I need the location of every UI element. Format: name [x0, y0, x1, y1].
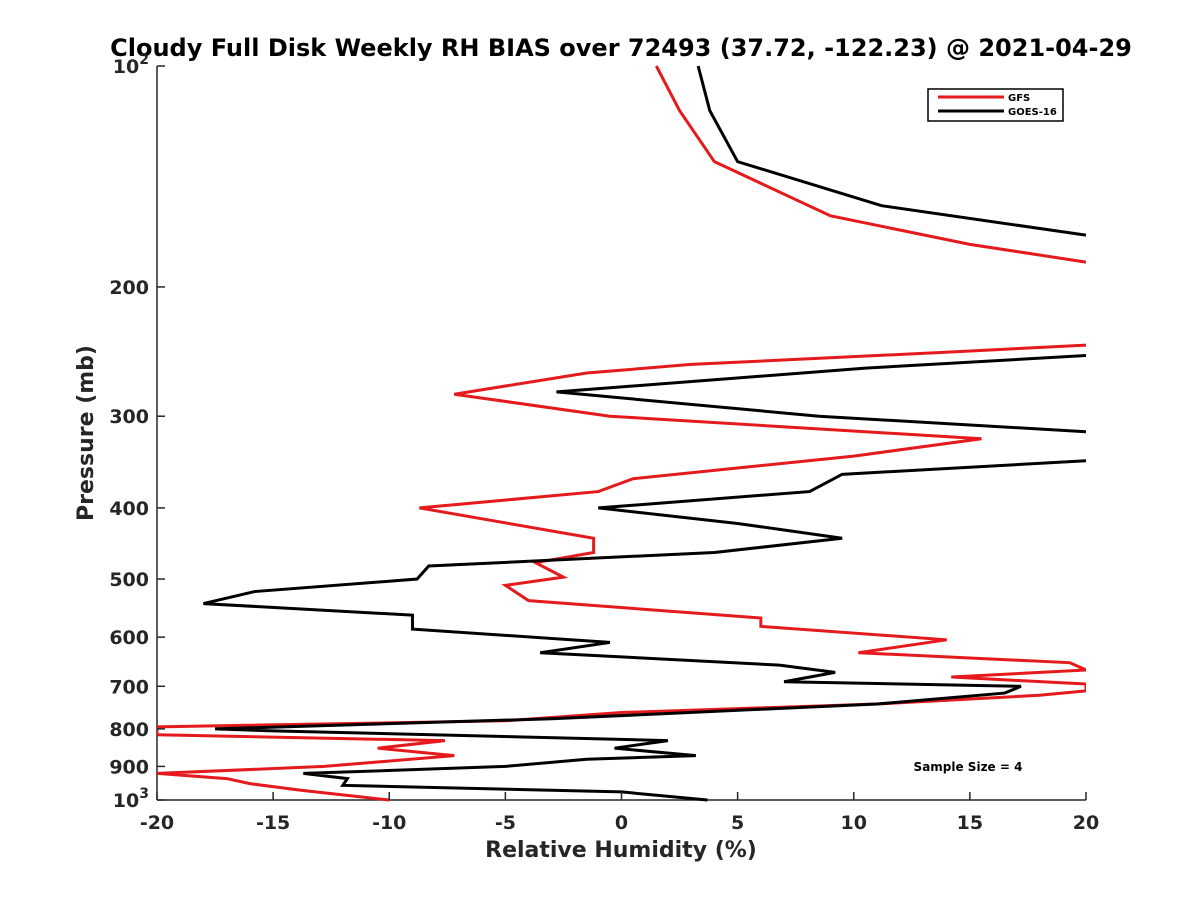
- x-tick-label: -20: [140, 812, 174, 834]
- legend-box: [927, 88, 1064, 122]
- x-tick-label: -15: [256, 812, 290, 834]
- y-tick-label: 800: [109, 719, 149, 741]
- x-tick-label: -5: [495, 812, 516, 834]
- series-layer: [157, 65, 1086, 802]
- chart-title: Cloudy Full Disk Weekly RH BIAS over 724…: [110, 34, 1132, 62]
- plot-area: -20 -15 -10 -5 0 5 10 15 20 102 200 300 400 500 600 70…: [109, 52, 1099, 834]
- y-axis-label: Pressure (mb): [74, 345, 99, 521]
- series-line-goes-16: [203, 65, 1086, 802]
- x-ticks: -20 -15 -10 -5 0 5 10 15 20: [140, 792, 1099, 834]
- x-tick-label: 15: [957, 812, 983, 834]
- legend-label: GFS: [1008, 93, 1030, 104]
- legend: GFS GOES-16: [927, 88, 1064, 122]
- y-tick-label: 600: [109, 627, 149, 649]
- y-tick-label: 500: [109, 569, 149, 591]
- legend-entries: GFS GOES-16: [938, 93, 1057, 118]
- series-line-gfs: [157, 65, 1086, 802]
- x-tick-label: 10: [841, 812, 867, 834]
- y-ticks: 102 200 300 400 500 600 700 800 900 103: [109, 52, 165, 812]
- y-tick-label: 102: [113, 52, 149, 78]
- x-tick-label: 5: [731, 812, 744, 834]
- sample-size-annotation: Sample Size = 4: [914, 760, 1023, 774]
- y-tick-label: 103: [113, 786, 149, 812]
- y-tick-label: 900: [109, 756, 149, 778]
- y-tick-label: 400: [109, 498, 149, 520]
- y-tick-label: 700: [109, 676, 149, 698]
- y-tick-label: 300: [109, 406, 149, 428]
- y-tick-label: 200: [109, 277, 149, 299]
- legend-label: GOES-16: [1008, 107, 1057, 118]
- x-tick-label: 0: [615, 812, 628, 834]
- x-tick-label: -10: [372, 812, 406, 834]
- x-axis-label: Relative Humidity (%): [485, 838, 757, 863]
- x-tick-label: 20: [1073, 812, 1099, 834]
